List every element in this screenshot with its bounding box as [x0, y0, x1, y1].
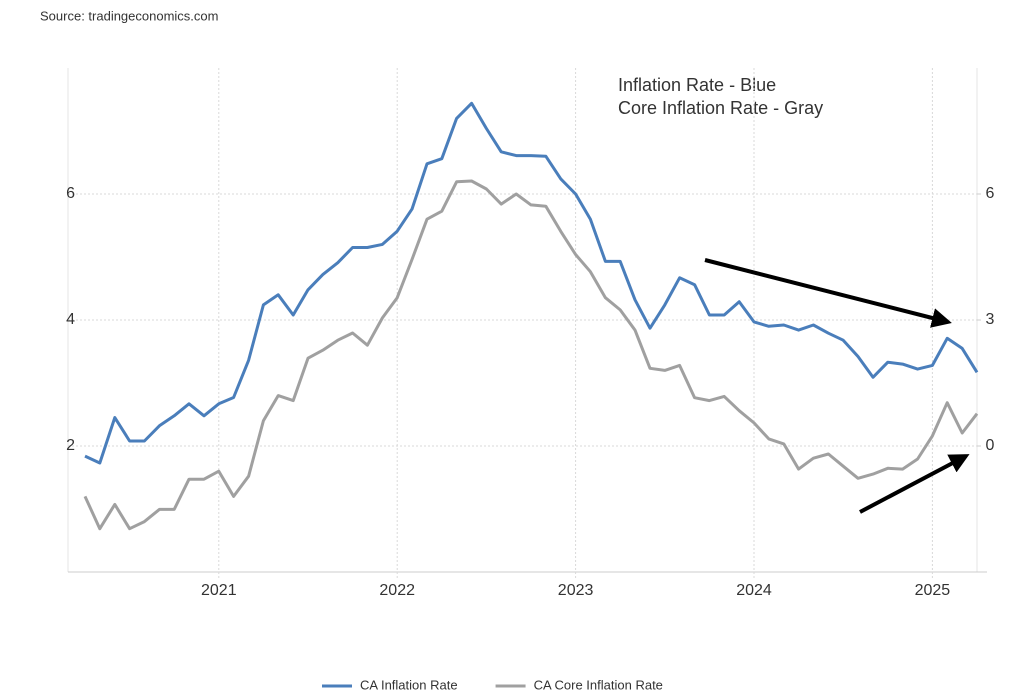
source: Source: tradingeconomics.com	[40, 8, 218, 23]
arrow	[859, 454, 970, 514]
annotation: Core Inflation Rate - Gray	[618, 98, 823, 118]
plot-area: 2 4 6 0 3 6 2021 2022 2023 2024 2025 CA Inflation R…	[66, 68, 995, 692]
x-tick-label: 2021	[201, 582, 237, 599]
arrow	[704, 258, 952, 328]
y2-tick-label: 6	[986, 185, 995, 202]
x-tick-label: 2023	[558, 582, 594, 599]
y-tick-label: 6	[66, 185, 75, 202]
y-tick-label: 4	[66, 311, 75, 328]
legend-label: CA Inflation Rate	[360, 677, 458, 692]
series-line	[83, 179, 979, 531]
x-tick-label: 2022	[379, 582, 415, 599]
y-tick-label: 2	[66, 437, 75, 454]
x-tick-label: 2024	[736, 582, 772, 599]
legend-label: CA Core Inflation Rate	[534, 677, 663, 692]
annotation: Inflation Rate - Blue	[618, 75, 776, 95]
y2-tick-label: 3	[986, 311, 995, 328]
series-line	[84, 101, 979, 465]
y2-tick-label: 0	[986, 437, 995, 454]
x-tick-label: 2025	[915, 582, 951, 599]
